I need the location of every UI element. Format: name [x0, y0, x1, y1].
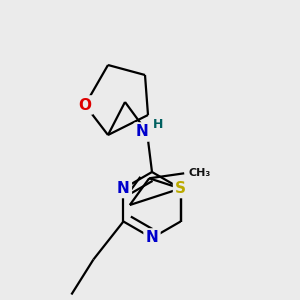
- Text: CH₃: CH₃: [188, 168, 210, 178]
- Text: N: N: [136, 124, 148, 140]
- Text: N: N: [117, 181, 130, 196]
- Text: N: N: [146, 230, 158, 245]
- Text: H: H: [153, 118, 163, 130]
- Text: O: O: [79, 98, 92, 112]
- Text: S: S: [175, 181, 186, 196]
